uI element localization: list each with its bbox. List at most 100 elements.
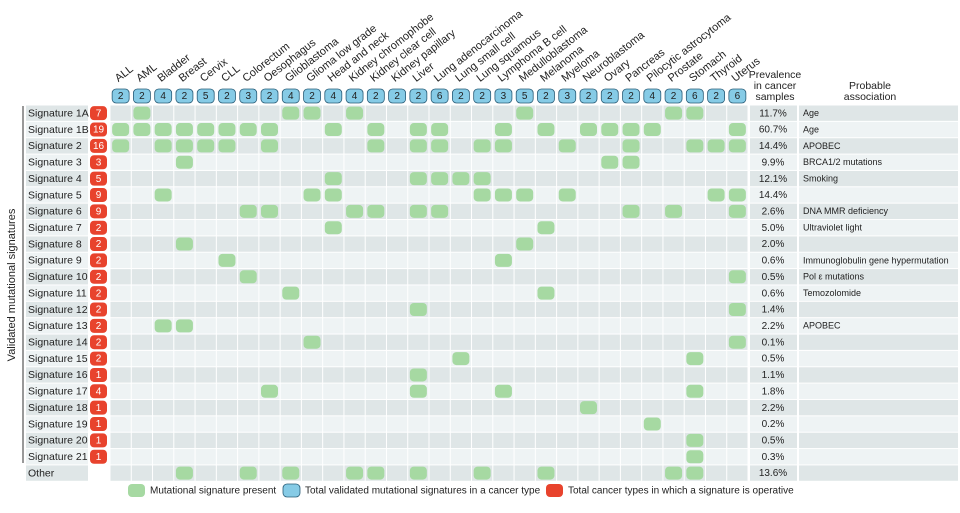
signature-present [728,303,746,316]
signature-count: 2 [96,239,102,250]
signature-present [261,139,278,153]
grid-cell [131,252,153,269]
legend-label: Total validated mutational signatures in… [305,486,541,497]
grid-cell [684,203,705,220]
grid-cell [557,383,578,399]
grid-cell [131,383,153,399]
grid-cell [386,318,408,334]
type-count: 2 [373,91,379,102]
grid-cell [727,367,748,383]
signature-present [261,123,278,137]
signature-label: Signature 1B [28,124,89,136]
grid-cell [684,187,705,203]
grid-cell [216,432,238,449]
type-count-badge [728,88,747,104]
grid-cell [599,449,620,465]
signature-present [367,204,385,218]
grid-cell [535,203,557,220]
grid-cell [238,105,259,121]
grid-cell [408,285,429,301]
grid-cell [344,399,365,416]
signature-present [261,384,278,398]
grid-cell [216,350,238,367]
grid-cell [642,220,663,236]
signature-present [728,270,746,284]
signature-present [452,352,470,366]
grid-cell [620,449,642,465]
grid-cell [301,252,323,269]
grid-cell [684,334,705,350]
row-label-bg [26,170,88,187]
grid-cell [386,138,408,154]
grid-cell [684,170,705,187]
grid-cell [684,121,705,138]
grid-cell [727,399,748,416]
grid-cell [727,220,748,236]
grid-cell [472,105,493,121]
grid-cell [386,334,408,350]
grid-cell [280,350,301,367]
signature-present [643,123,661,137]
grid-cell [472,334,493,350]
grid-cell [727,318,748,334]
grid-cell [323,105,344,121]
grid-cell [110,416,131,432]
signature-count: 2 [96,272,102,283]
signature-count: 4 [96,386,102,397]
association-header: Probable association [843,80,897,103]
grid-cell [238,252,259,269]
signature-count-badge [90,122,107,137]
grid-cell [620,465,642,481]
grid-cell [557,105,578,121]
association: Ultraviolet light [803,223,863,233]
signature-present [686,466,704,480]
grid-cell [408,449,429,465]
grid-cell [386,236,408,252]
signature-label: Signature 16 [28,369,88,381]
grid-cell [472,269,493,285]
grid-cell [514,301,535,318]
grid-cell [344,350,365,367]
grid-cell [110,170,131,187]
signature-count-badge [90,351,107,366]
type-count-badge [643,88,662,104]
grid-cell [153,220,174,236]
grid-cell [599,105,620,121]
grid-cell [472,154,493,170]
grid-cell [429,269,450,285]
grid-cell [365,432,386,449]
grid-cell [408,416,429,432]
grid-cell [216,187,238,203]
grid-cell [323,203,344,220]
grid-cell [472,367,493,383]
grid-cell [280,203,301,220]
grid-cell [642,399,663,416]
grid-cell [578,105,599,121]
signature-count: 16 [93,141,105,152]
grid-cell [110,465,131,481]
grid-cell [301,416,323,432]
grid-cell [578,383,599,399]
grid-cell [705,154,727,170]
grid-cell [110,432,131,449]
grid-cell [450,220,472,236]
row-label-bg [26,105,88,121]
row-label-bg [26,318,88,334]
signature-count-badge [90,417,107,432]
row-label-bg [26,187,88,203]
grid-cell [323,367,344,383]
grid-cell [153,252,174,269]
prevalence: 1.1% [762,370,785,381]
grid-cell [599,170,620,187]
association-bg [799,334,958,350]
grid-cell [514,449,535,465]
grid-cell [365,154,386,170]
grid-cell [216,399,238,416]
signature-present [133,123,151,137]
grid-cell [727,105,748,121]
grid-cell [153,367,174,383]
signature-count: 1 [96,370,102,381]
grid-cell [514,269,535,285]
grid-cell [727,432,748,449]
